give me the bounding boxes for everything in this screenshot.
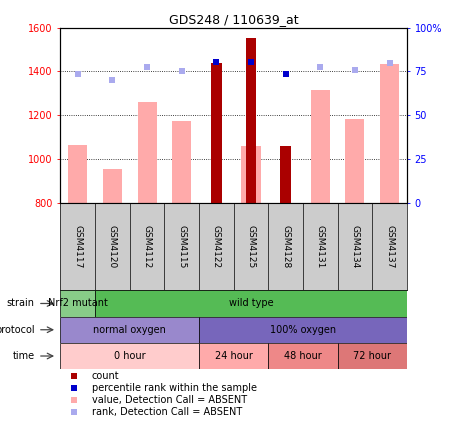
- Text: Nrf2 mutant: Nrf2 mutant: [48, 299, 108, 308]
- Text: 72 hour: 72 hour: [353, 351, 391, 361]
- Text: 100% oxygen: 100% oxygen: [270, 325, 336, 335]
- Text: GSM4128: GSM4128: [281, 225, 290, 268]
- Bar: [338, 343, 407, 369]
- Bar: [268, 343, 338, 369]
- Bar: [138, 102, 157, 203]
- Bar: [172, 121, 191, 203]
- Text: value, Detection Call = ABSENT: value, Detection Call = ABSENT: [92, 395, 247, 405]
- Text: normal oxygen: normal oxygen: [93, 325, 166, 335]
- Bar: [246, 37, 256, 203]
- Text: GSM4122: GSM4122: [212, 225, 221, 268]
- Bar: [280, 146, 291, 203]
- Text: 48 hour: 48 hour: [284, 351, 322, 361]
- Text: GSM4125: GSM4125: [246, 225, 255, 268]
- Bar: [199, 317, 407, 343]
- Text: strain: strain: [7, 299, 34, 308]
- Title: GDS248 / 110639_at: GDS248 / 110639_at: [169, 14, 299, 26]
- Text: GSM4112: GSM4112: [143, 225, 152, 268]
- Bar: [345, 118, 365, 203]
- Text: GSM4120: GSM4120: [108, 225, 117, 268]
- Bar: [60, 317, 199, 343]
- Text: count: count: [92, 371, 119, 381]
- Text: wild type: wild type: [229, 299, 273, 308]
- Bar: [60, 343, 199, 369]
- Text: 0 hour: 0 hour: [114, 351, 146, 361]
- Text: GSM4131: GSM4131: [316, 225, 325, 268]
- Bar: [241, 146, 260, 203]
- Text: GSM4137: GSM4137: [385, 225, 394, 268]
- Text: GSM4115: GSM4115: [177, 225, 186, 268]
- Text: time: time: [13, 351, 34, 361]
- Text: percentile rank within the sample: percentile rank within the sample: [92, 383, 257, 393]
- Text: protocol: protocol: [0, 325, 34, 335]
- Text: GSM4134: GSM4134: [351, 225, 359, 268]
- Bar: [103, 169, 122, 203]
- Bar: [68, 145, 87, 203]
- Bar: [311, 90, 330, 203]
- Text: 24 hour: 24 hour: [215, 351, 252, 361]
- Text: rank, Detection Call = ABSENT: rank, Detection Call = ABSENT: [92, 407, 242, 417]
- Bar: [60, 291, 95, 317]
- Bar: [380, 64, 399, 203]
- Bar: [199, 343, 268, 369]
- Bar: [211, 63, 222, 203]
- Text: GSM4117: GSM4117: [73, 225, 82, 268]
